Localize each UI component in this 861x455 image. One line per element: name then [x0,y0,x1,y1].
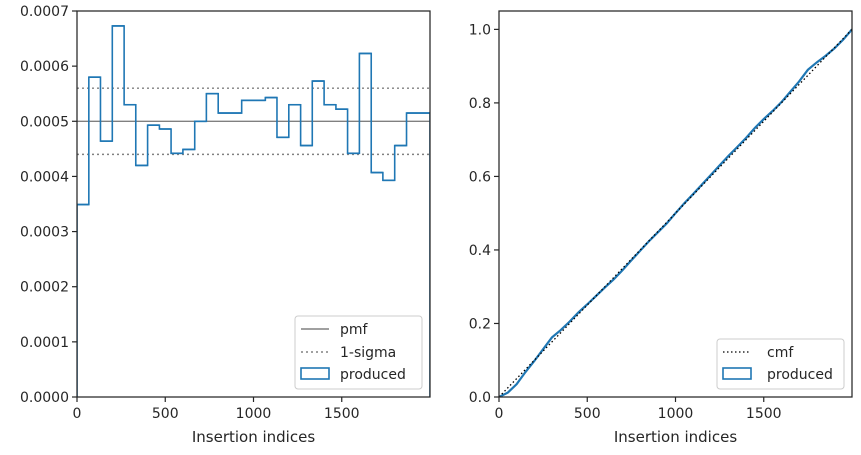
legend-right: cmf produced [716,338,845,390]
legend-produced-swatch [722,367,752,380]
x-tick-label: 1000 [236,406,272,422]
plot-area [77,25,430,397]
right-chart-cmf: 0 500 1000 1500 0.0 0.2 0.4 0.6 0.8 1.0 Insertion … [469,10,853,446]
x-tick-label: 500 [574,406,601,422]
y-tick-label: 0.0004 [20,169,69,185]
y-tick-label: 0.2 [469,316,491,332]
y-tick-label: 0.0006 [20,59,69,75]
y-tick-label: 0.4 [469,243,491,259]
y-tick-label: 0.6 [469,169,491,185]
y-tick-label: 0.0001 [20,335,69,351]
legend-sigma-label: 1-sigma [340,345,396,361]
y-tick-label: 0.0005 [20,114,69,130]
y-tick-label: 0.0000 [20,390,69,406]
y-tick-label: 0.0002 [20,280,69,296]
legend-left: pmf 1-sigma produced [294,315,423,390]
x-axis-label: Insertion indices [192,428,315,446]
x-axis-label: Insertion indices [614,428,737,446]
legend-pmf-label: pmf [340,322,369,338]
left-chart-pmf: 0 500 1000 1500 0.0000 0.0001 0.0002 0.0003 0.00… [20,4,431,446]
legend-cmf-label: cmf [767,345,794,361]
x-tick-label: 500 [152,406,179,422]
y-tick-label: 0.0003 [20,225,69,241]
x-tick-label: 0 [495,406,504,422]
plot-area [499,28,852,397]
x-tick-label: 1500 [324,406,360,422]
x-tick-label: 0 [73,406,82,422]
y-tick-label: 0.0 [469,390,491,406]
cmf-line [499,28,852,397]
y-tick-label: 0.0007 [20,4,69,20]
produced-cumulative [499,28,852,397]
y-tick-label: 1.0 [469,22,491,38]
x-tick-label: 1000 [658,406,694,422]
legend-box [716,338,845,390]
legend-produced-swatch [300,367,330,380]
y-tick-label: 0.8 [469,96,491,112]
x-tick-label: 1500 [746,406,782,422]
legend-produced-label: produced [767,367,833,383]
legend-produced-label: produced [340,367,406,383]
legend-box [294,315,423,390]
